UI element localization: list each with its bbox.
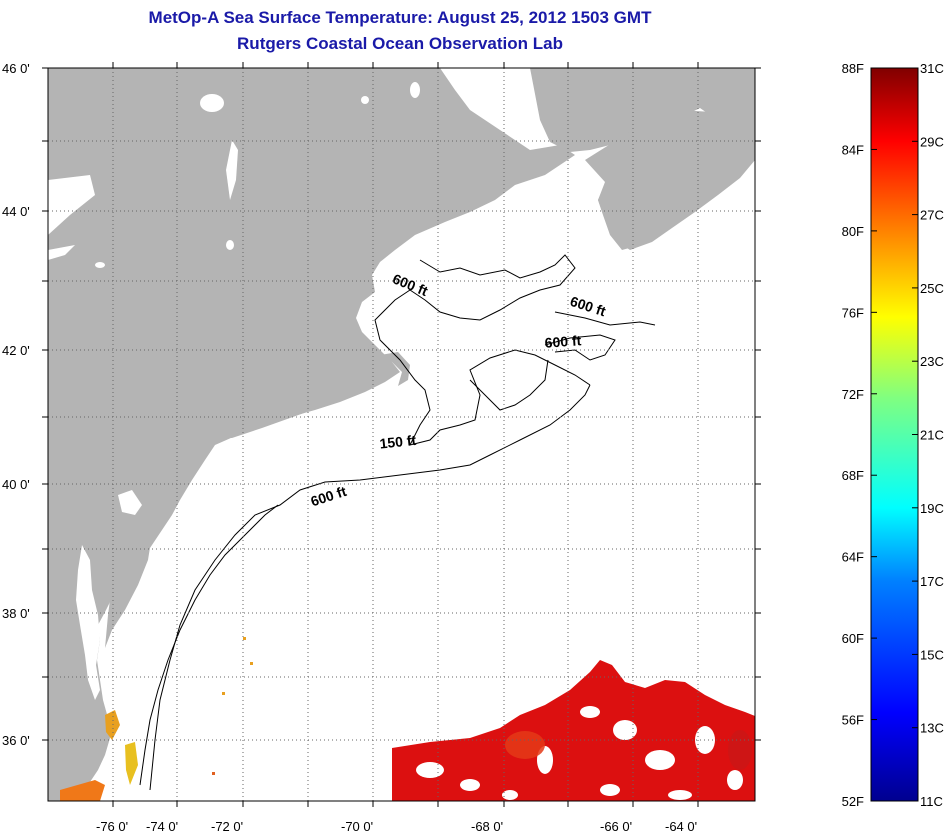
colorbar-fahrenheit-ticks [871,67,877,802]
water-delaware-bay [118,490,142,515]
colorbar-c-label: 29C [920,134,944,149]
colorbar-f-label: 64F [842,550,864,565]
colorbar-f-label: 84F [842,142,864,157]
colorbar-f-label: 56F [842,713,864,728]
colorbar-f-label: 52F [842,794,864,809]
land-delmarva [105,512,152,648]
plot-frame [47,67,756,802]
lon-label-76: -76 0' [96,819,128,834]
lon-label-66: -66 0' [600,819,632,834]
land-mainland [48,68,575,801]
map-subtitle: Rutgers Coastal Ocean Observation Lab [237,34,563,53]
colorbar-c-label: 27C [920,208,944,223]
water-chesapeake [76,545,100,700]
contour-label-150ft: 150 ft [379,432,417,452]
colorbar-f-label: 76F [842,305,864,320]
lon-label-68: -68 0' [471,819,503,834]
lat-label-36: 36 0' [2,733,30,748]
colorbar-c-label: 13C [920,721,944,736]
colorbar-c-label: 31C [920,61,944,76]
colorbar-c-label: 11C [920,794,943,809]
land-cape-cod [380,352,410,386]
colorbar [870,67,919,802]
lat-label-40: 40 0' [2,477,30,492]
colorbar-f-label: 88F [842,61,864,76]
lon-label-74: -74 0' [146,819,178,834]
colorbar-f-label: 68F [842,468,864,483]
sst-data [60,637,755,801]
colorbar-fahrenheit-labels: 88F 84F 80F 76F 72F 68F 64F 60F 56F 52F [842,61,864,809]
map-title: MetOp-A Sea Surface Temperature: August … [148,8,652,27]
colorbar-celsius-labels: 31C 29C 27C 25C 23C 21C 19C 17C 15C 13C 11C [920,61,944,809]
lon-label-70: -70 0' [341,819,373,834]
contour-label-600ft-georges: 600 ft [544,332,582,351]
colorbar-celsius-ticks [912,67,918,802]
lat-label-42: 42 0' [2,343,30,358]
colorbar-c-label: 25C [920,281,944,296]
colorbar-c-label: 15C [920,647,944,662]
lat-label-44: 44 0' [2,204,30,219]
colorbar-f-label: 60F [842,631,864,646]
colorbar-c-label: 23C [920,354,944,369]
colorbar-f-label: 80F [842,224,864,239]
colorbar-f-label: 72F [842,387,864,402]
colorbar-c-label: 17C [920,574,944,589]
lon-label-64: -64 0' [665,819,697,834]
land-nova-scotia [585,110,755,250]
bathymetry-contours [139,254,656,791]
lat-label-38: 38 0' [2,606,30,621]
colorbar-c-label: 21C [920,428,944,443]
inland-lakes [48,82,527,268]
lat-label-46: 46 0' [2,61,30,76]
colorbar-c-label: 19C [920,501,944,516]
lon-label-72: -72 0' [211,819,243,834]
axis-ticks [42,62,761,807]
